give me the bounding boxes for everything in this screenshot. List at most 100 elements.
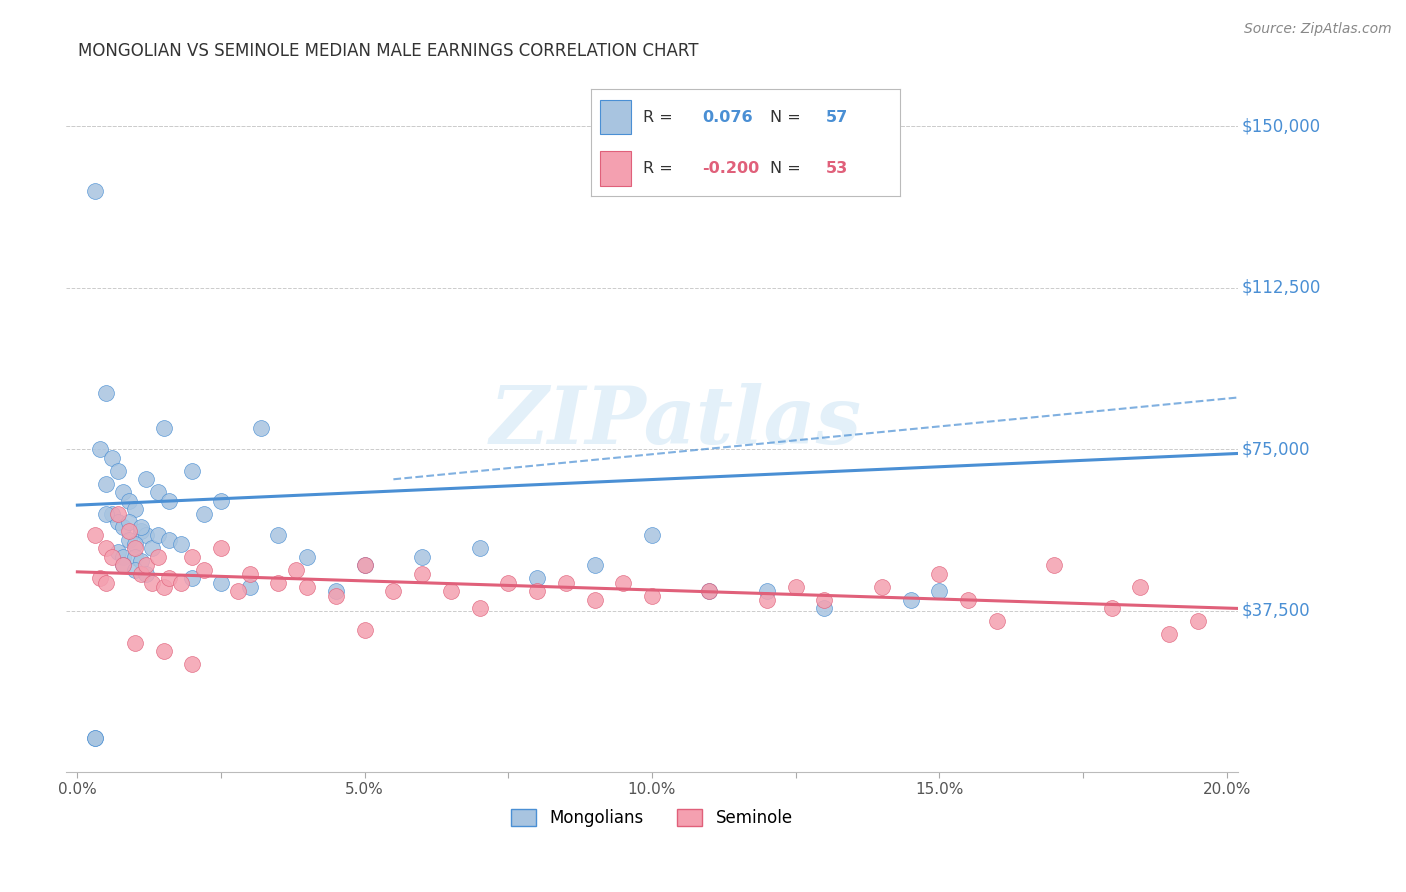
Point [181, 464, 204, 478]
Point [146, 528, 169, 542]
Point [124, 563, 146, 577]
Point [583, 592, 606, 607]
Point [83, 731, 105, 745]
Point [900, 592, 922, 607]
Point [101, 549, 124, 564]
Point [94, 476, 117, 491]
Point [94, 507, 117, 521]
Text: N =: N = [770, 161, 806, 176]
Point [813, 601, 835, 615]
Point [295, 549, 318, 564]
Point [986, 615, 1008, 629]
Point [554, 575, 576, 590]
Text: $37,500: $37,500 [1241, 601, 1310, 620]
Point [94, 386, 117, 401]
Point [101, 450, 124, 465]
Bar [600, 152, 631, 186]
Point [928, 584, 950, 599]
Point [152, 644, 174, 658]
Point [112, 558, 135, 573]
Point [641, 589, 664, 603]
Point [209, 575, 232, 590]
Point [83, 731, 105, 745]
Legend: Mongolians, Seminole: Mongolians, Seminole [505, 802, 800, 834]
Point [250, 420, 273, 434]
Point [440, 584, 463, 599]
Point [118, 493, 141, 508]
Point [226, 584, 249, 599]
Point [107, 464, 129, 478]
Point [267, 575, 290, 590]
Point [112, 485, 135, 500]
Point [468, 541, 491, 556]
Point [157, 493, 180, 508]
Point [181, 571, 204, 585]
Point [295, 580, 318, 594]
Point [699, 584, 721, 599]
Point [612, 575, 634, 590]
Point [135, 472, 157, 486]
Point [112, 549, 135, 564]
Point [135, 558, 157, 573]
Text: 0.076: 0.076 [702, 110, 752, 125]
Point [181, 657, 204, 672]
Point [193, 563, 215, 577]
Point [107, 507, 129, 521]
Point [129, 567, 152, 582]
Point [129, 554, 152, 568]
Point [870, 580, 893, 594]
Point [209, 493, 232, 508]
Point [146, 549, 169, 564]
Point [1187, 615, 1209, 629]
Point [118, 516, 141, 530]
Text: Source: ZipAtlas.com: Source: ZipAtlas.com [1244, 22, 1392, 37]
Point [157, 533, 180, 547]
Point [124, 549, 146, 564]
Point [83, 184, 105, 198]
Point [411, 549, 433, 564]
Text: R =: R = [643, 161, 678, 176]
Point [135, 567, 157, 582]
Text: MONGOLIAN VS SEMINOLE MEDIAN MALE EARNINGS CORRELATION CHART: MONGOLIAN VS SEMINOLE MEDIAN MALE EARNIN… [77, 42, 699, 60]
Point [468, 601, 491, 615]
Point [124, 541, 146, 556]
Point [353, 623, 375, 637]
Point [1129, 580, 1152, 594]
Point [129, 519, 152, 533]
Point [157, 571, 180, 585]
Point [284, 563, 307, 577]
Point [152, 580, 174, 594]
Text: $112,500: $112,500 [1241, 278, 1322, 297]
Point [193, 507, 215, 521]
Text: N =: N = [770, 110, 806, 125]
Point [1043, 558, 1066, 573]
Point [755, 592, 778, 607]
Point [526, 584, 548, 599]
Point [785, 580, 807, 594]
Point [141, 575, 163, 590]
Point [1101, 601, 1123, 615]
Point [94, 541, 117, 556]
Point [325, 584, 347, 599]
Point [112, 558, 135, 573]
Point [107, 516, 129, 530]
Point [83, 528, 105, 542]
Text: $150,000: $150,000 [1241, 117, 1320, 136]
Point [124, 636, 146, 650]
Point [152, 420, 174, 434]
Point [146, 485, 169, 500]
Point [107, 545, 129, 559]
Point [239, 567, 262, 582]
Point [353, 558, 375, 573]
Point [267, 528, 290, 542]
Point [209, 541, 232, 556]
Bar [600, 100, 631, 134]
Point [170, 575, 193, 590]
Point [124, 502, 146, 516]
Point [112, 519, 135, 533]
Point [411, 567, 433, 582]
Point [239, 580, 262, 594]
Point [124, 537, 146, 551]
Text: 53: 53 [825, 161, 848, 176]
Point [699, 584, 721, 599]
